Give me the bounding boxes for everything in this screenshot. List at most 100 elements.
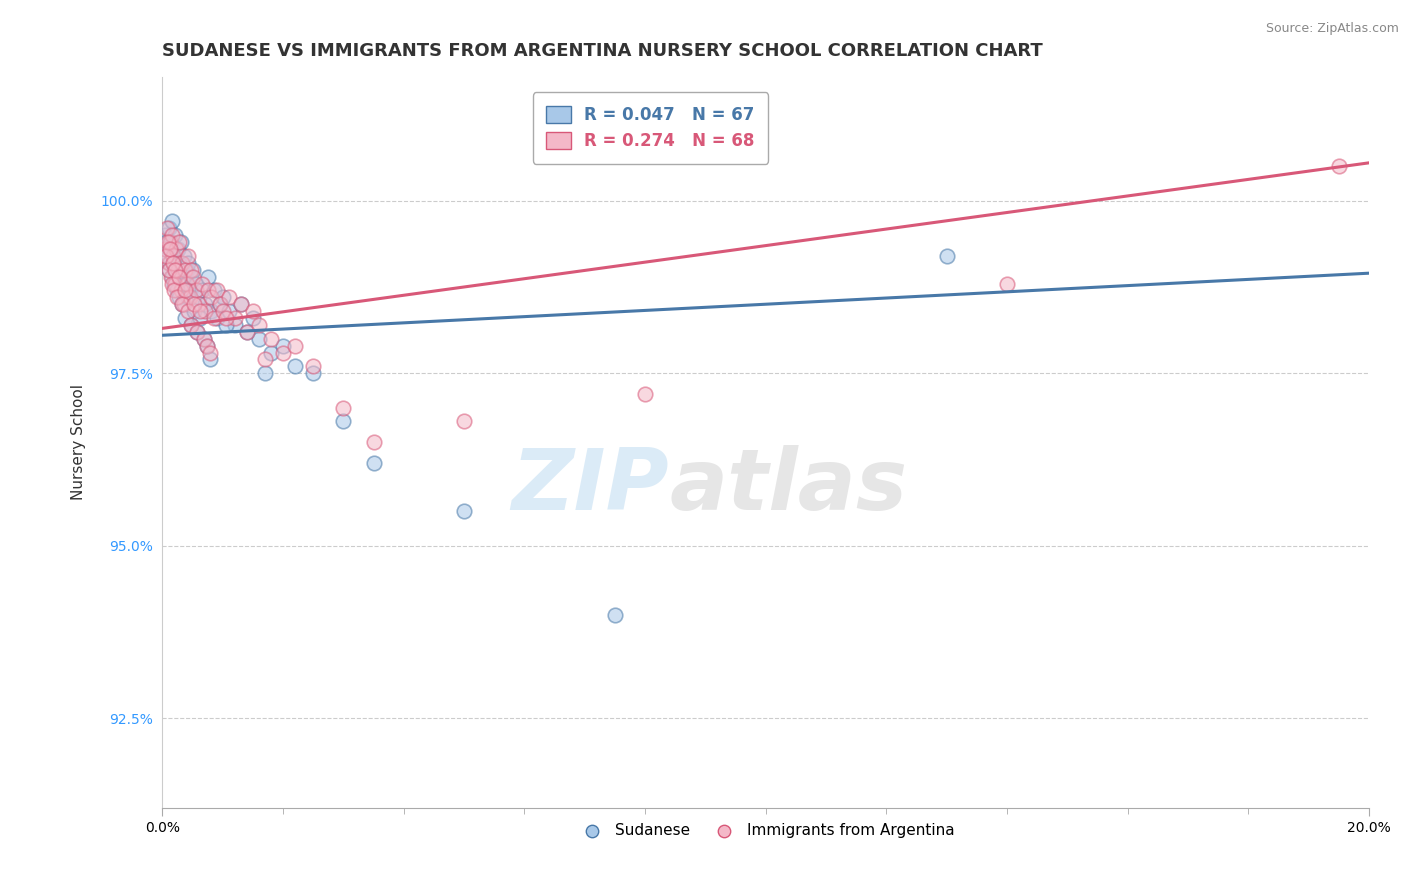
Point bbox=[236, 325, 259, 339]
Point bbox=[177, 256, 200, 270]
Point bbox=[229, 297, 252, 311]
Point bbox=[229, 297, 252, 311]
Point bbox=[177, 249, 200, 263]
Point bbox=[157, 221, 180, 235]
Point bbox=[211, 304, 233, 318]
Point bbox=[166, 284, 188, 298]
Point bbox=[284, 359, 307, 374]
Point bbox=[195, 338, 218, 352]
Point bbox=[179, 290, 201, 304]
Point bbox=[165, 262, 187, 277]
Point bbox=[181, 262, 204, 277]
Text: atlas: atlas bbox=[669, 444, 907, 527]
Point bbox=[186, 325, 208, 339]
Text: SUDANESE VS IMMIGRANTS FROM ARGENTINA NURSERY SCHOOL CORRELATION CHART: SUDANESE VS IMMIGRANTS FROM ARGENTINA NU… bbox=[163, 42, 1043, 60]
Point bbox=[363, 435, 385, 450]
Point bbox=[271, 338, 294, 352]
Point bbox=[208, 297, 231, 311]
Point bbox=[156, 242, 179, 256]
Point bbox=[284, 338, 307, 352]
Point bbox=[302, 366, 325, 380]
Point bbox=[190, 277, 212, 291]
Point bbox=[190, 284, 212, 298]
Point bbox=[198, 352, 221, 367]
Point bbox=[193, 332, 215, 346]
Point bbox=[173, 284, 195, 298]
Text: Source: ZipAtlas.com: Source: ZipAtlas.com bbox=[1265, 22, 1399, 36]
Point bbox=[159, 242, 181, 256]
Point bbox=[247, 332, 270, 346]
Point bbox=[205, 311, 228, 326]
Point bbox=[170, 297, 193, 311]
Point bbox=[260, 345, 283, 359]
Point bbox=[200, 304, 222, 318]
Point bbox=[156, 235, 179, 249]
Point bbox=[165, 242, 187, 256]
Point bbox=[163, 277, 186, 291]
Point bbox=[224, 318, 246, 332]
Point bbox=[180, 269, 202, 284]
Point bbox=[160, 235, 183, 249]
Point bbox=[180, 318, 202, 332]
Point bbox=[215, 311, 238, 326]
Point bbox=[247, 318, 270, 332]
Point bbox=[163, 284, 186, 298]
Point bbox=[242, 311, 264, 326]
Point bbox=[169, 235, 191, 249]
Point bbox=[165, 262, 187, 277]
Point bbox=[170, 297, 193, 311]
Point bbox=[169, 284, 191, 298]
Point bbox=[173, 297, 195, 311]
Point bbox=[453, 415, 475, 429]
Point bbox=[302, 359, 325, 374]
Point bbox=[184, 284, 207, 298]
Point bbox=[169, 256, 191, 270]
Point bbox=[995, 277, 1018, 291]
Point bbox=[160, 269, 183, 284]
Point bbox=[155, 235, 177, 249]
Point bbox=[198, 345, 221, 359]
Point bbox=[187, 297, 209, 311]
Point bbox=[205, 284, 228, 298]
Point bbox=[166, 242, 188, 256]
Point bbox=[184, 277, 207, 291]
Point bbox=[163, 228, 186, 243]
Point bbox=[224, 311, 246, 326]
Point bbox=[177, 304, 200, 318]
Point bbox=[156, 221, 179, 235]
Point bbox=[187, 290, 209, 304]
Text: ZIP: ZIP bbox=[512, 444, 669, 527]
Y-axis label: Nursery School: Nursery School bbox=[72, 384, 86, 500]
Point bbox=[634, 387, 657, 401]
Point bbox=[155, 249, 177, 263]
Point bbox=[180, 262, 202, 277]
Point bbox=[176, 262, 198, 277]
Point bbox=[162, 256, 184, 270]
Point bbox=[186, 325, 208, 339]
Point bbox=[194, 297, 217, 311]
Point bbox=[197, 284, 219, 298]
Point bbox=[181, 269, 204, 284]
Point bbox=[188, 311, 211, 326]
Point bbox=[166, 262, 188, 277]
Point bbox=[218, 304, 240, 318]
Point bbox=[197, 269, 219, 284]
Point bbox=[260, 332, 283, 346]
Point bbox=[935, 249, 957, 263]
Point bbox=[208, 297, 231, 311]
Point bbox=[160, 277, 183, 291]
Point bbox=[211, 290, 233, 304]
Point bbox=[174, 262, 197, 277]
Point bbox=[159, 256, 181, 270]
Point bbox=[166, 290, 188, 304]
Point bbox=[163, 277, 186, 291]
Point bbox=[174, 277, 197, 291]
Point bbox=[363, 456, 385, 470]
Point bbox=[194, 304, 217, 318]
Point bbox=[157, 262, 180, 277]
Point bbox=[236, 325, 259, 339]
Point bbox=[162, 249, 184, 263]
Point bbox=[180, 318, 202, 332]
Point bbox=[179, 284, 201, 298]
Point bbox=[202, 311, 225, 326]
